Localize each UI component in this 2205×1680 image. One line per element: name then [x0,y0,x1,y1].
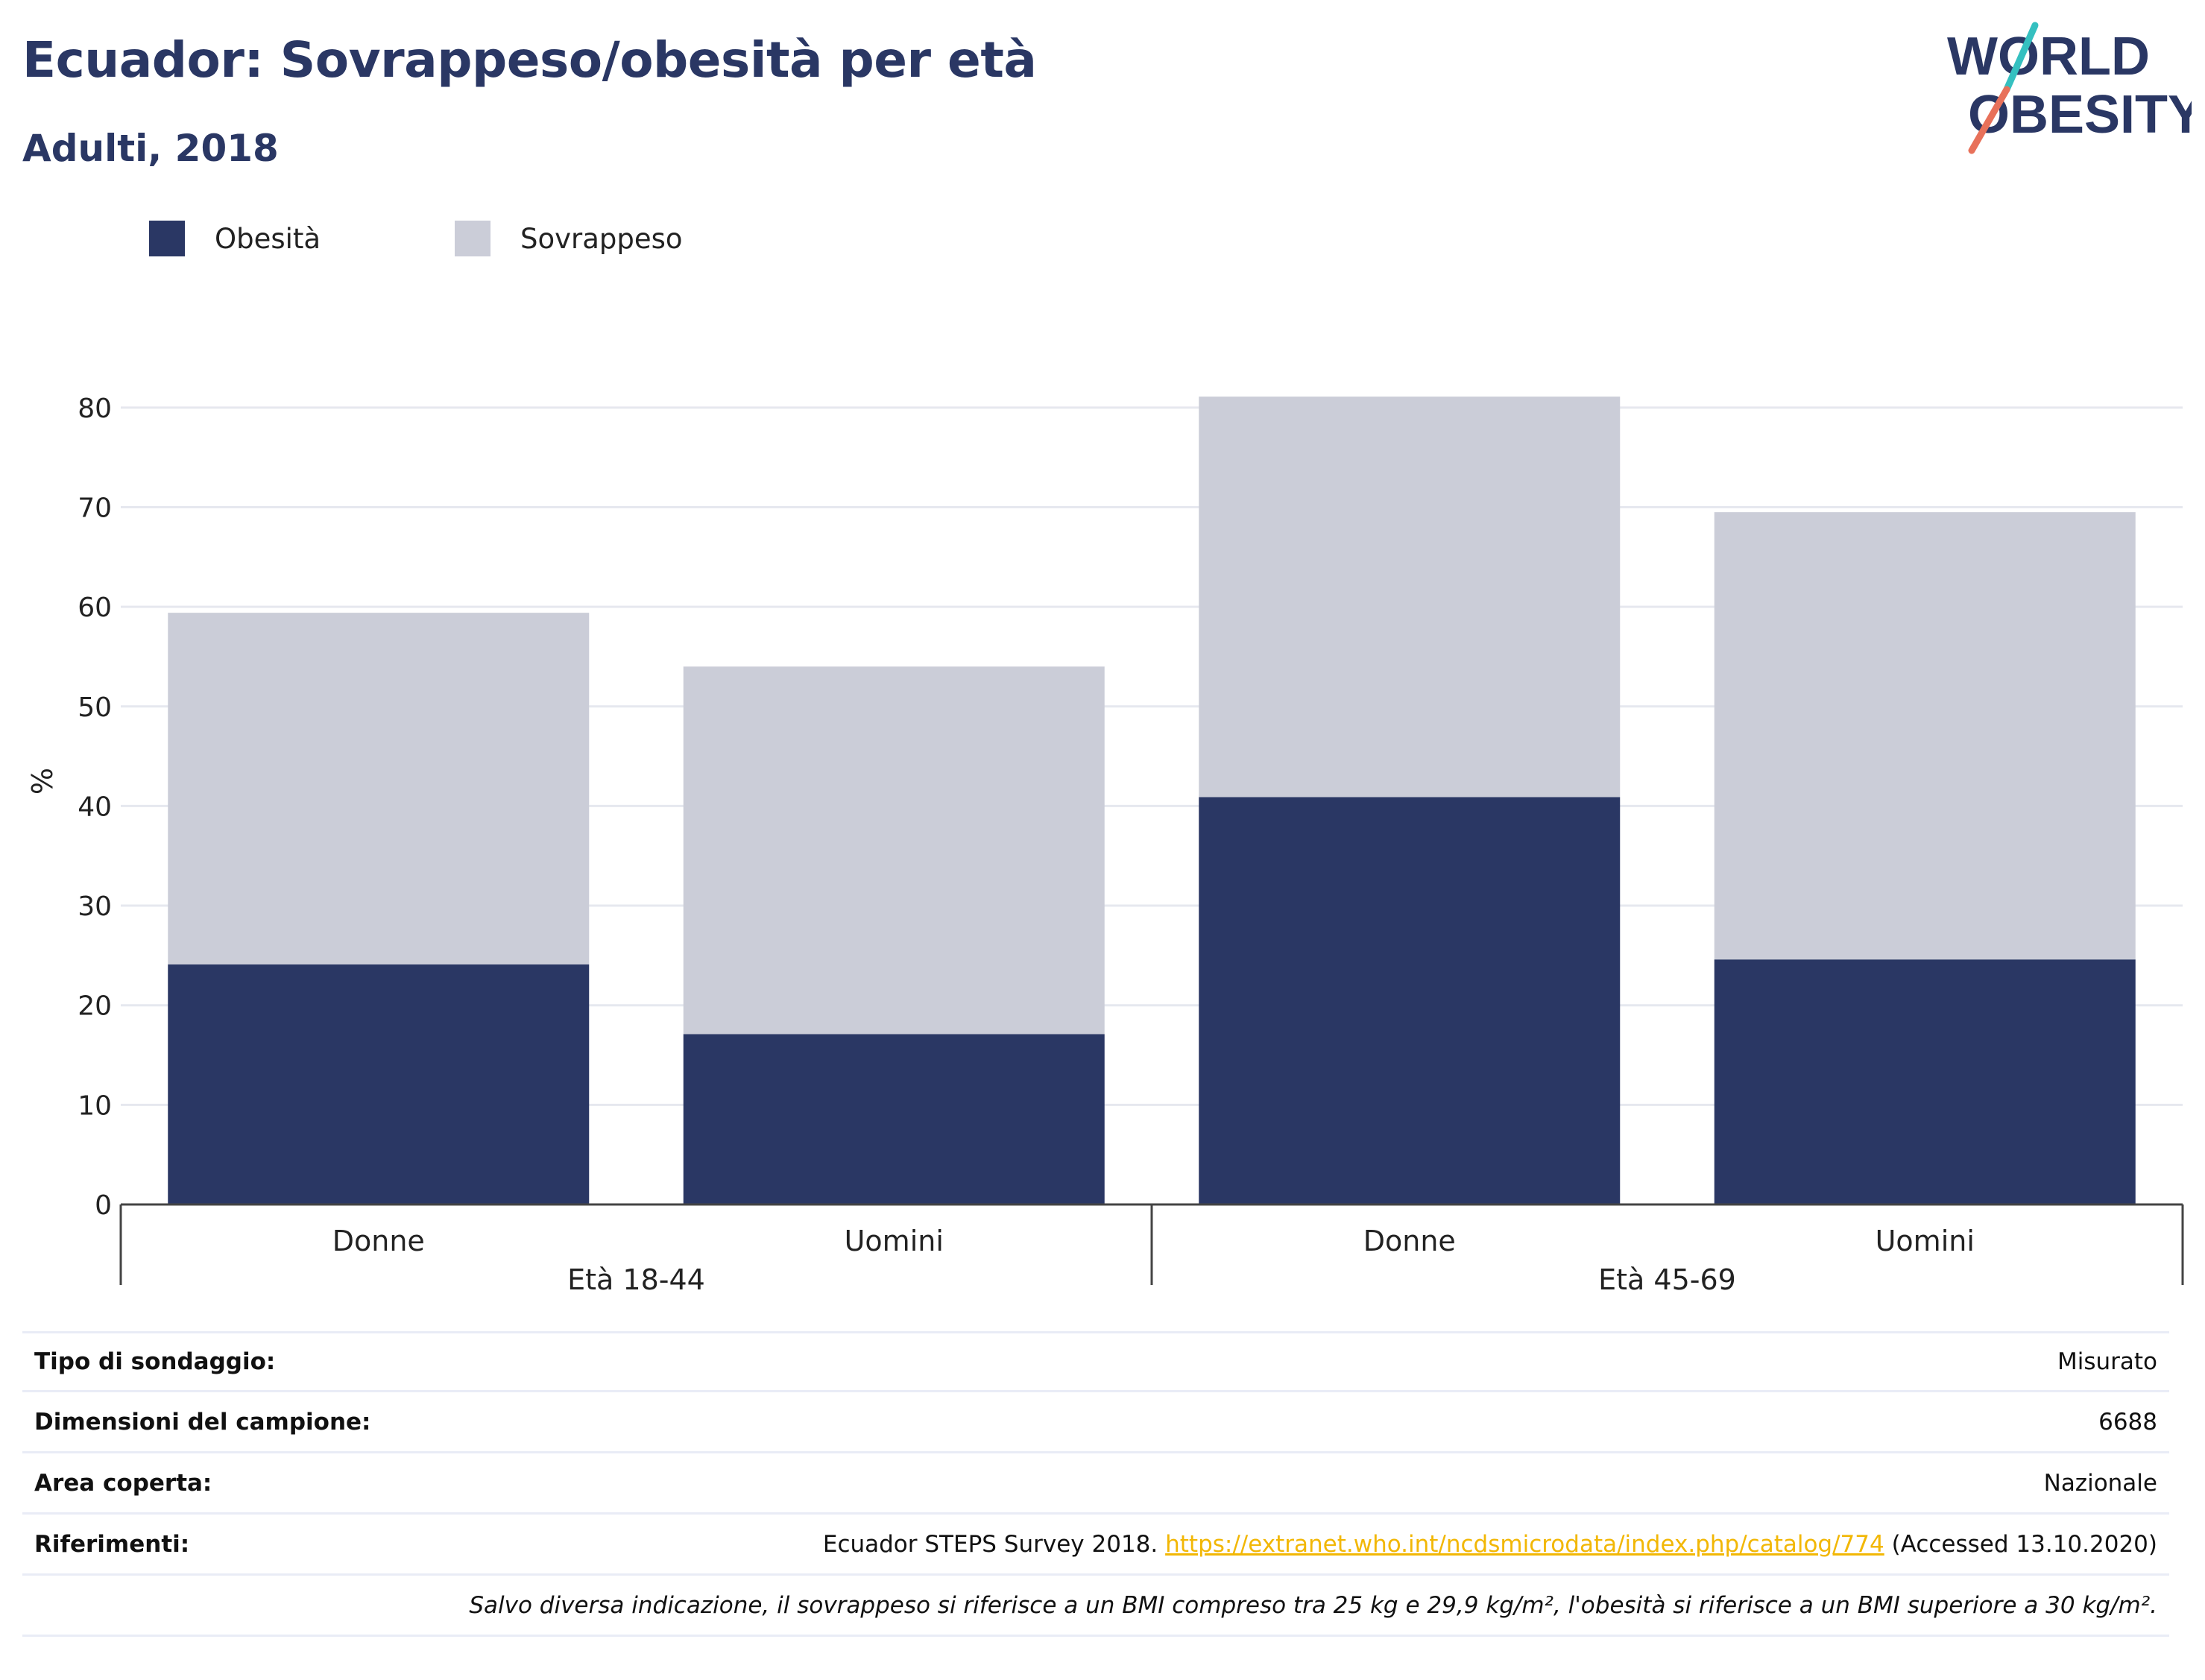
y-tick-label-80: 80 [78,394,112,424]
info-label-sample-size: Dimensioni del campione: [34,1408,371,1436]
x-tick-label-2: Uomini [845,1225,944,1257]
bar-sovrappeso-3 [1199,397,1621,798]
bar-sovrappeso-4 [1714,512,2136,960]
stacked-bar-chart: 0 10 20 30 40 50 60 70 80% Donne Uomini Donne Uomini… [26,394,2184,1296]
bar-obesita-4 [1714,959,2136,1204]
chart-title: Ecuador: Sovrappeso/obesità per età [22,31,1037,89]
y-axis-label: % [26,768,59,795]
legend-item-sovrappeso[interactable]: Sovrappeso [455,221,683,256]
info-value-references: Ecuador STEPS Survey 2018. https://extra… [823,1531,2157,1558]
reference-source: Ecuador STEPS Survey 2018. [822,1530,1158,1558]
info-row-area: Area coperta: Nazionale [22,1453,2169,1515]
info-row-references: Riferimenti: Ecuador STEPS Survey 2018. … [22,1515,2169,1576]
group-label-2: Età 45-69 [1598,1263,1736,1296]
y-tick-label-20: 20 [78,991,112,1022]
info-row-sample-size: Dimensioni del campione: 6688 [22,1392,2169,1453]
reference-accessed: (Accessed 13.10.2020) [1891,1530,2157,1558]
y-tick-label-0: 0 [95,1190,112,1221]
y-tick-label-50: 50 [78,692,112,723]
logo-slash-coral [1968,86,2010,154]
logo-slash-teal [2003,22,2039,93]
info-value-survey-type: Misurato [2057,1348,2157,1375]
y-tick-label-60: 60 [78,593,112,623]
info-label-references: Riferimenti: [34,1530,190,1558]
group-label-1: Età 18-44 [567,1263,705,1296]
y-tick-label-30: 30 [78,891,112,922]
y-tick-label-40: 40 [78,792,112,822]
x-tick-label-1: Donne [332,1225,425,1257]
y-tick-label-10: 10 [78,1090,112,1121]
x-tick-label-4: Uomini [1876,1225,1975,1257]
bar-obesita-1 [168,964,590,1204]
legend-swatch-obesita [149,221,185,256]
info-row-survey-type: Tipo di sondaggio: Misurato [22,1331,2169,1392]
bar-obesita-2 [683,1034,1105,1204]
info-table: Tipo di sondaggio: Misurato Dimensioni d… [22,1331,2169,1637]
definition-note: Salvo diversa indicazione, il sovrappeso… [469,1591,2157,1619]
legend-item-obesita[interactable]: Obesità [149,221,321,256]
info-value-sample-size: 6688 [2098,1408,2157,1436]
legend-label-sovrappeso: Sovrappeso [520,222,683,255]
x-tick-label-3: Donne [1363,1225,1456,1257]
info-value-area: Nazionale [2043,1469,2157,1497]
chart-subtitle: Adulti, 2018 [22,127,279,170]
y-tick-label-70: 70 [78,493,112,523]
info-label-survey-type: Tipo di sondaggio: [34,1348,276,1375]
legend-label-obesita: Obesità [215,222,321,255]
bar-obesita-3 [1199,797,1621,1204]
info-row-note: Salvo diversa indicazione, il sovrappeso… [22,1576,2169,1637]
logo-text-world: WORLD [1947,27,2150,86]
world-obesity-logo: WORLD OBESITY [1947,22,2192,154]
reference-link[interactable]: https://extranet.who.int/ncdsmicrodata/i… [1165,1530,1884,1558]
bar-sovrappeso-2 [683,666,1105,1035]
bar-sovrappeso-1 [168,613,590,964]
legend-swatch-sovrappeso [455,221,490,256]
info-label-area: Area coperta: [34,1469,212,1497]
